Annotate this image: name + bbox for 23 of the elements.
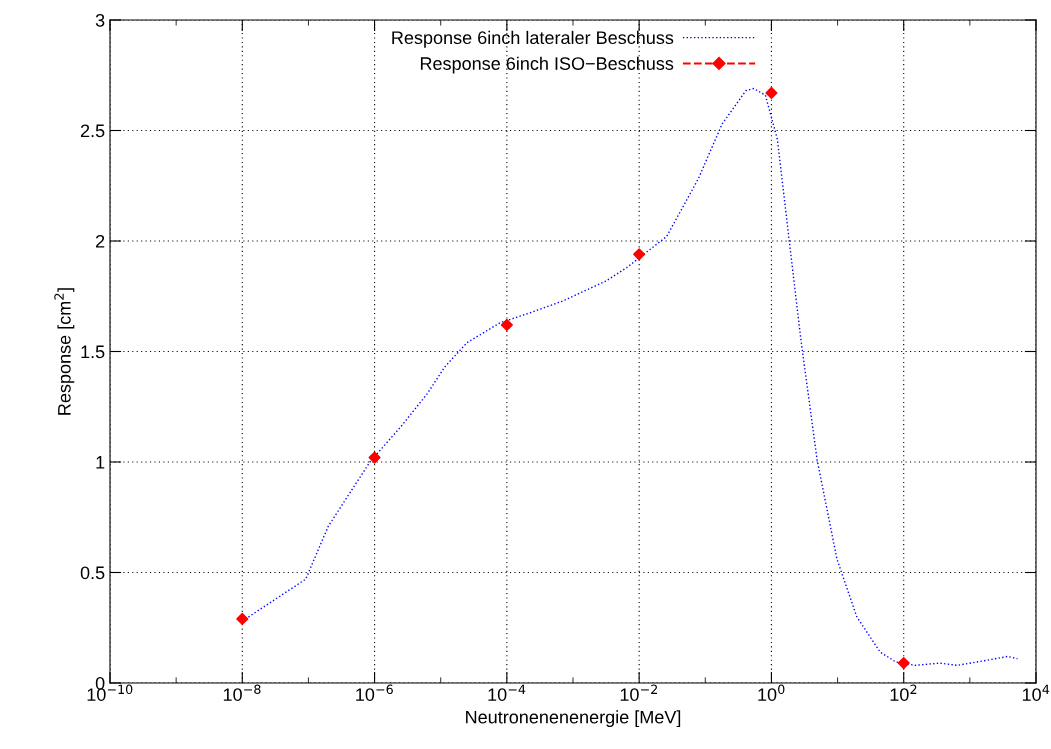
x-tick-label: 10$^{4}$	[1022, 684, 1050, 701]
legend-label: Response 6inch ISO−Beschuss	[420, 56, 674, 74]
y-tick-label: 1.5	[81, 345, 105, 359]
y-tick-label: 2.5	[80, 124, 105, 138]
x-tick-label: 10$^{−8}$	[223, 684, 261, 701]
legend-label: Response 6inch lateraler Beschuss	[392, 30, 674, 48]
point	[765, 86, 778, 100]
x-tick-label: 10$^{0}$	[758, 684, 785, 701]
point	[500, 318, 513, 332]
point	[897, 657, 910, 670]
y-axis-title: Response [cm$^{2}$]	[54, 288, 75, 415]
point	[236, 612, 249, 625]
x-tick-label: 10$^{2}$	[890, 684, 917, 701]
point	[633, 248, 646, 261]
y-tick-label: 0.5	[80, 566, 105, 580]
y-tick-label: 2	[96, 234, 105, 248]
x-axis-title: Neutronenenenergie [MeV]	[466, 710, 681, 728]
x-tick-label: 10$^{−4}$	[488, 684, 526, 701]
y-tick-label: 3	[95, 13, 105, 27]
point	[368, 451, 381, 464]
y-tick-label: 1	[96, 456, 105, 469]
x-tick-label: 10$^{−2}$	[620, 684, 657, 701]
x-tick-label: 10$^{−6}$	[356, 684, 393, 701]
